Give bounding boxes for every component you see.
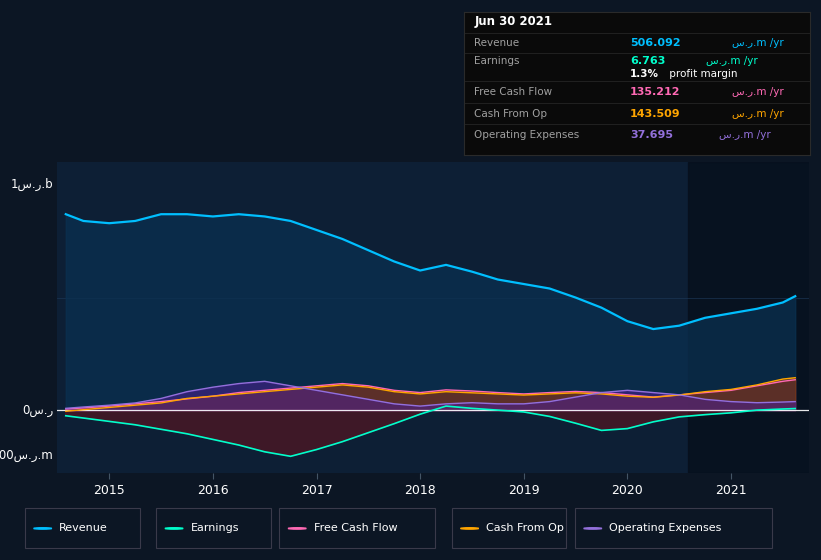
Text: Revenue: Revenue <box>59 524 108 534</box>
Text: 0س.ر: 0س.ر <box>22 404 53 417</box>
Text: س.ر.m /yr: س.ر.m /yr <box>719 130 771 140</box>
Text: س.ر.m /yr: س.ر.m /yr <box>732 87 784 97</box>
Text: 135.212: 135.212 <box>630 87 681 97</box>
Circle shape <box>461 528 479 529</box>
Text: 37.695: 37.695 <box>630 130 673 140</box>
Bar <box>688 162 821 473</box>
Text: Cash From Op: Cash From Op <box>475 109 548 119</box>
Text: Earnings: Earnings <box>475 57 520 66</box>
Circle shape <box>584 528 602 529</box>
Text: س.ر.m /yr: س.ر.m /yr <box>732 109 784 119</box>
Text: Operating Expenses: Operating Expenses <box>609 524 722 534</box>
Text: Cash From Op: Cash From Op <box>486 524 564 534</box>
Circle shape <box>288 528 306 529</box>
Text: -200س.ر.m: -200س.ر.m <box>0 449 53 461</box>
Text: س.ر.m /yr: س.ر.m /yr <box>732 38 784 48</box>
Text: Free Cash Flow: Free Cash Flow <box>314 524 397 534</box>
Text: Free Cash Flow: Free Cash Flow <box>475 87 553 97</box>
Circle shape <box>165 528 183 529</box>
Text: 1.3%: 1.3% <box>630 69 659 79</box>
Text: Jun 30 2021: Jun 30 2021 <box>475 15 553 28</box>
Text: 143.509: 143.509 <box>630 109 681 119</box>
Text: 1س.ر.b: 1س.ر.b <box>11 179 53 192</box>
Text: س.ر.m /yr: س.ر.m /yr <box>706 57 758 66</box>
Text: profit margin: profit margin <box>667 69 738 79</box>
Text: 6.763: 6.763 <box>630 57 666 66</box>
Text: Operating Expenses: Operating Expenses <box>475 130 580 140</box>
Circle shape <box>34 528 52 529</box>
Text: 506.092: 506.092 <box>630 38 681 48</box>
Text: Earnings: Earnings <box>190 524 239 534</box>
Text: Revenue: Revenue <box>475 38 520 48</box>
